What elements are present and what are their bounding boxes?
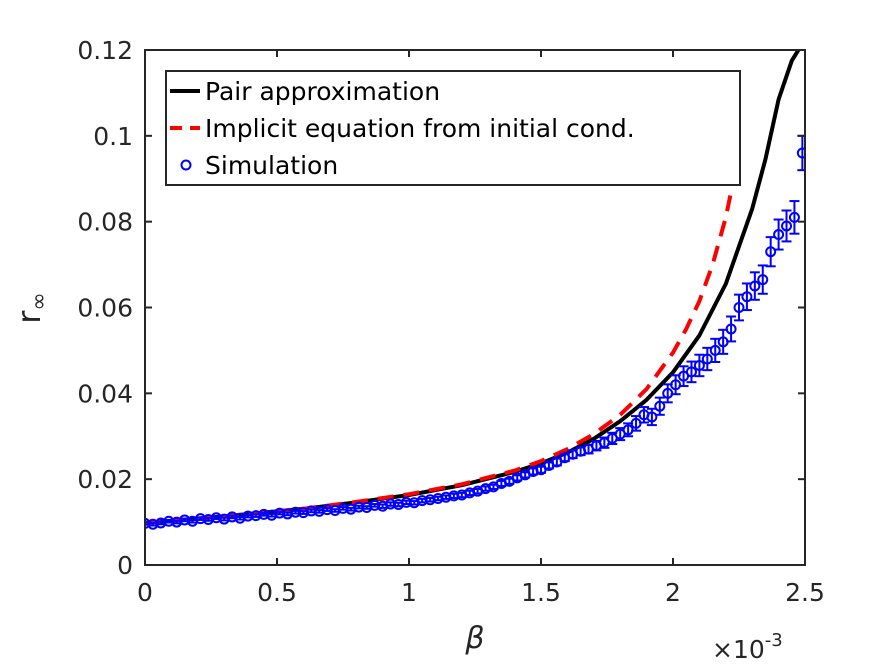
- y-axis-label-subscript: ∞: [27, 292, 52, 310]
- x-tick-label: 2.5: [785, 578, 825, 607]
- data-layer: [145, 50, 805, 530]
- x-axis-label: β: [464, 621, 484, 656]
- simulation-marker: [654, 400, 666, 412]
- simulation-marker: [709, 344, 721, 356]
- legend-label: Simulation: [205, 151, 338, 180]
- simulation-point: [693, 353, 705, 378]
- simulation-marker: [670, 379, 682, 391]
- simulation-marker: [725, 323, 737, 335]
- simulation-point: [646, 407, 658, 427]
- simulation-marker: [385, 498, 397, 510]
- simulation-point: [678, 365, 690, 388]
- simulation-marker: [749, 280, 761, 292]
- legend-entry: Pair approximation: [170, 77, 440, 106]
- simulation-marker: [788, 211, 800, 223]
- x-exponent-base: ×10: [712, 635, 765, 664]
- simulation-marker: [757, 274, 769, 286]
- simulation-marker: [400, 496, 412, 508]
- legend-entry: Simulation: [180, 151, 338, 180]
- simulation-point: [757, 264, 769, 295]
- simulation-point: [788, 200, 800, 235]
- simulation-point: [773, 218, 785, 251]
- y-axis-label: r∞: [10, 292, 52, 323]
- legend: Pair approximation Implicit equation from…: [165, 70, 741, 186]
- legend-box: [165, 70, 741, 186]
- y-tick-label: 0.08: [77, 208, 133, 237]
- legend-marker-simulation: [180, 159, 192, 171]
- simulation-marker: [781, 220, 793, 232]
- y-axis-label-main: r: [10, 310, 48, 324]
- simulation-marker: [765, 246, 777, 258]
- simulation-marker: [701, 353, 713, 365]
- y-tick-label: 0.12: [77, 36, 133, 65]
- simulation-marker: [693, 359, 705, 371]
- simulation-point: [282, 508, 294, 520]
- x-tick-label: 1.5: [521, 578, 561, 607]
- simulation-marker: [741, 291, 753, 303]
- axes-layer: 0 0.5 1 1.5 2 2.5 0 0.02 0.04 0.06 0.08 0.1 0.12: [77, 36, 825, 607]
- simulation-point: [781, 209, 793, 243]
- y-tick-label: 0.02: [77, 465, 133, 494]
- simulation-point: [749, 271, 761, 301]
- x-tick-label: 0.5: [257, 578, 297, 607]
- simulation-point: [654, 396, 666, 416]
- legend-label: Implicit equation from initial cond.: [205, 114, 635, 143]
- simulation-marker: [646, 411, 658, 423]
- legend-label: Pair approximation: [205, 77, 440, 106]
- simulation-marker: [685, 366, 697, 378]
- y-tick-label: 0: [117, 551, 133, 580]
- x-tick-label: 1: [401, 578, 417, 607]
- simulation-marker: [773, 229, 785, 241]
- simulation-point: [685, 360, 697, 384]
- simulation-point: [725, 315, 737, 343]
- simulation-marker: [796, 147, 805, 159]
- y-tick-label: 0.1: [93, 122, 133, 151]
- x-tick-label: 0: [137, 578, 153, 607]
- simulation-point: [701, 346, 713, 372]
- simulation-point: [733, 293, 745, 322]
- y-tick-label: 0.04: [77, 379, 133, 408]
- y-tick-label: 0.06: [77, 294, 133, 323]
- legend-entry: Implicit equation from initial cond.: [170, 114, 635, 143]
- x-exponent-label: ×10-3: [712, 630, 783, 664]
- x-tick-label: 2: [665, 578, 681, 607]
- simulation-marker: [448, 490, 460, 502]
- simulation-point: [638, 406, 650, 424]
- x-exponent-power: -3: [765, 630, 783, 651]
- simulation-marker: [733, 302, 745, 313]
